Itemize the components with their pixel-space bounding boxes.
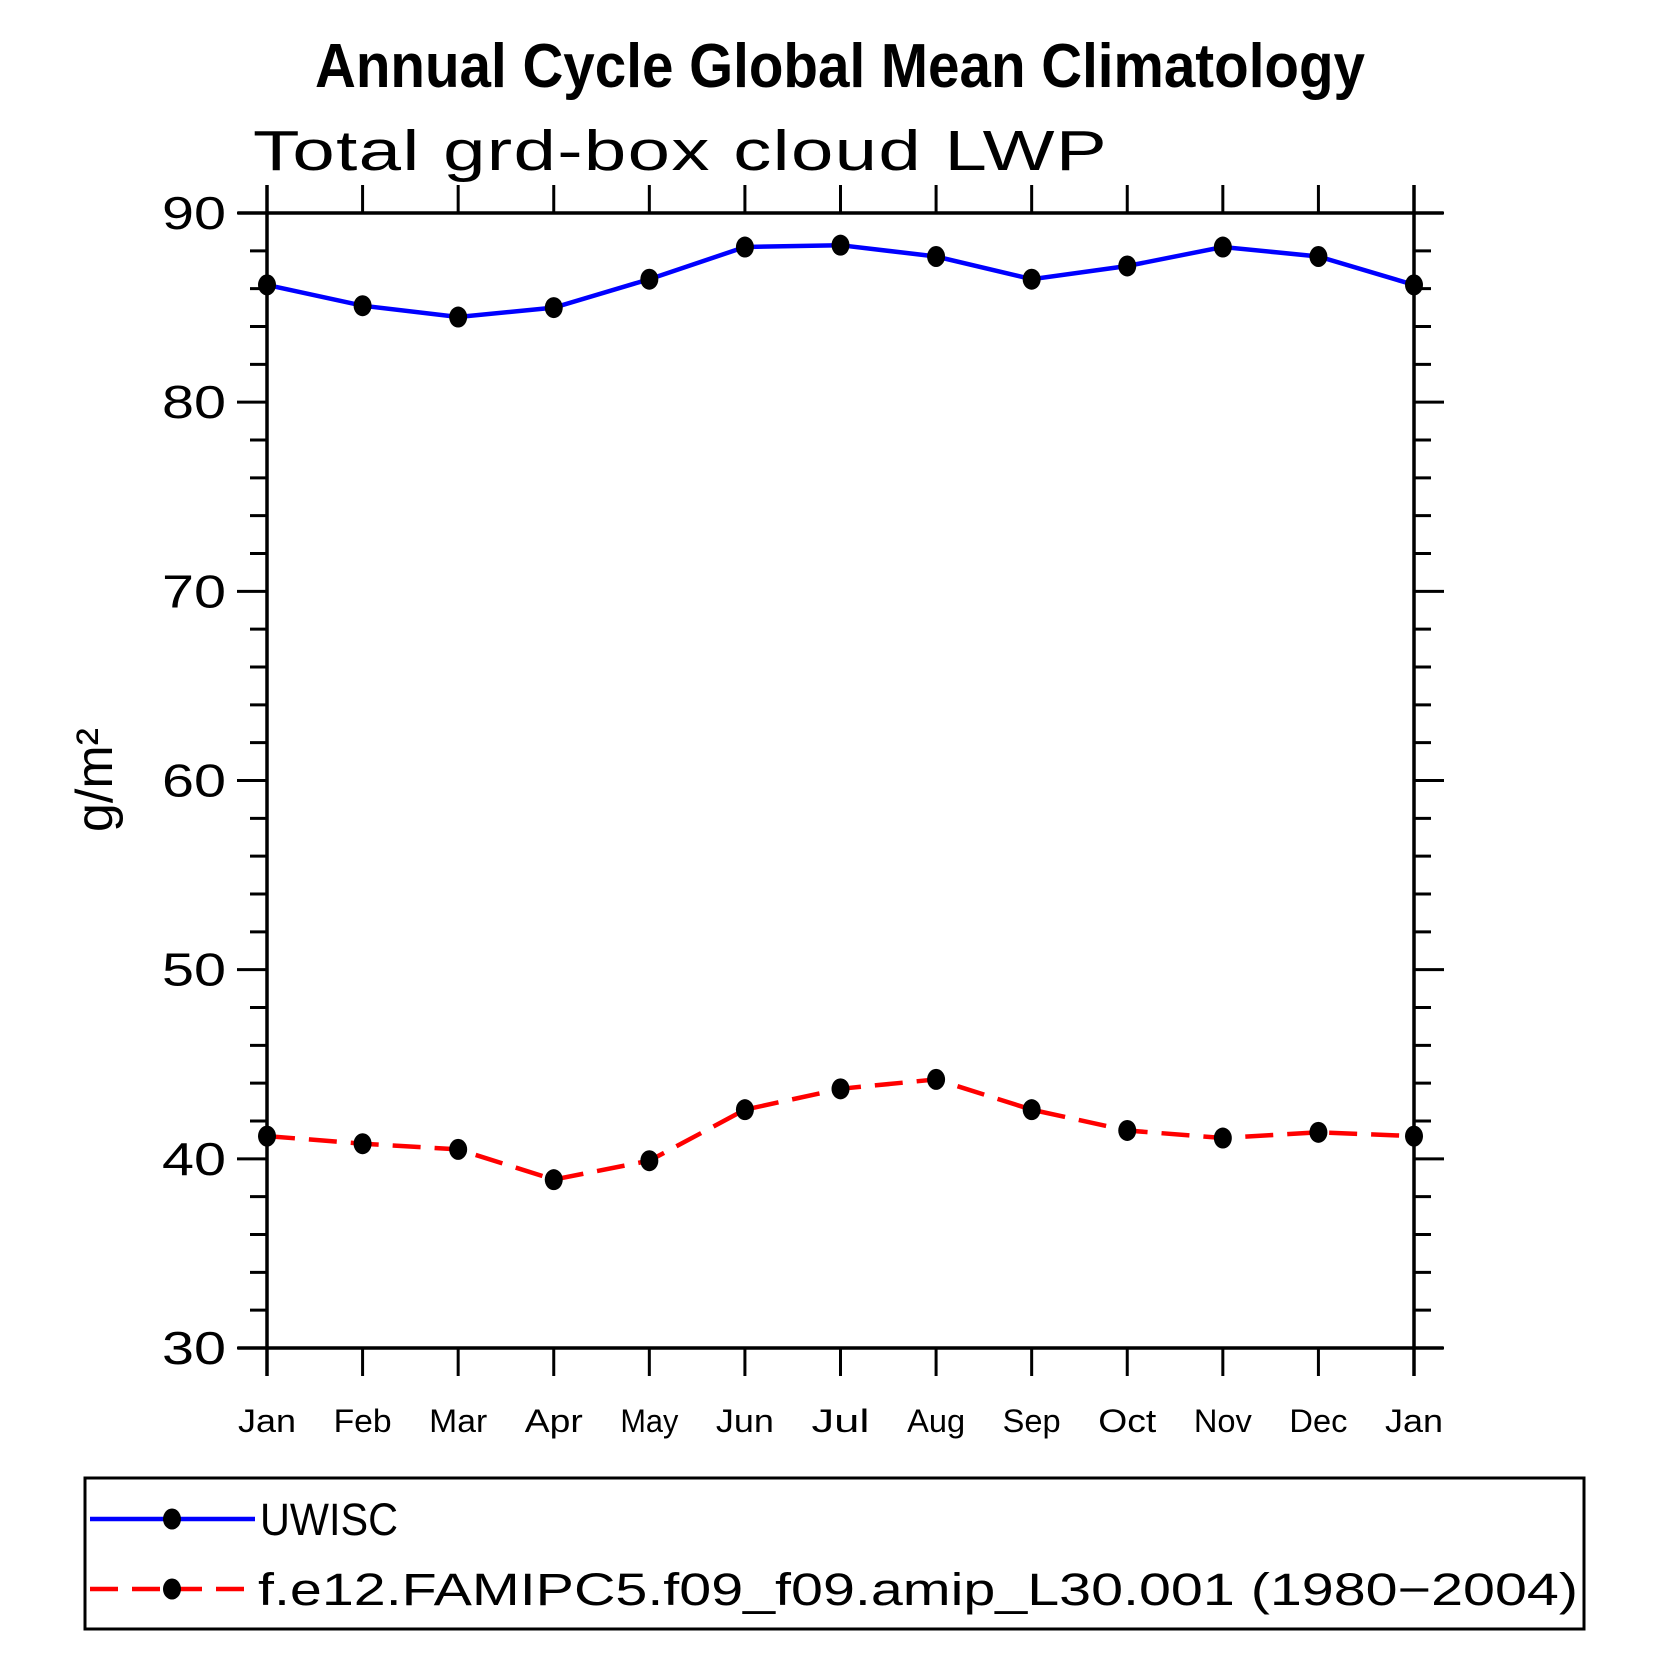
y-tick-label: 50 [162, 944, 226, 996]
legend-entry-model: f.e12.FAMIPC5.f09_f09.amip_L30.001 (1980… [90, 1564, 1578, 1615]
data-point-marker [735, 236, 754, 258]
data-point-marker [640, 1150, 659, 1172]
data-point-marker [927, 1068, 946, 1090]
x-tick-label: Jan [1385, 1403, 1443, 1439]
data-point-marker [353, 295, 372, 317]
x-tick-label: Aug [907, 1403, 965, 1439]
data-point-marker [258, 274, 276, 296]
data-point-marker [544, 1169, 563, 1191]
data-point-marker [1405, 274, 1423, 296]
y-tick-label: 90 [162, 187, 226, 239]
data-point-marker [544, 297, 563, 319]
legend-box [83, 1476, 1586, 1631]
x-tick-label: Oct [1098, 1403, 1156, 1439]
chart-title: Annual Cycle Global Mean Climatology [315, 32, 1365, 101]
legend-label-uwisc: UWISC [260, 1494, 398, 1545]
data-point-marker [1309, 1121, 1328, 1143]
data-point-marker [1213, 1127, 1232, 1149]
y-tick-label: 30 [162, 1322, 226, 1374]
plot-series [258, 234, 1423, 1191]
plot-axes: 30 40 50 60 70 80 90 Jan Feb Mar Apr May Jun Jul Aug Se… [162, 185, 1444, 1439]
legend-entry-uwisc: UWISC [90, 1494, 398, 1545]
y-tick-label: 70 [162, 565, 226, 617]
series-line-0 [266, 242, 1415, 320]
x-tick-label: Mar [429, 1403, 487, 1439]
x-tick-label: Feb [334, 1403, 392, 1439]
x-tick-label: Dec [1289, 1403, 1347, 1439]
data-point-marker [831, 234, 850, 256]
data-point-marker [640, 268, 659, 290]
chart-subtitle: Total grd-box cloud LWP [253, 119, 1108, 183]
data-point-marker [927, 246, 946, 268]
x-tick-label: Nov [1194, 1403, 1252, 1439]
x-tick-label: May [620, 1403, 678, 1439]
y-tick-label: 40 [162, 1133, 226, 1185]
data-point-marker [735, 1099, 754, 1121]
x-tick-label: Apr [525, 1403, 583, 1439]
x-tick-label: Jun [716, 1403, 774, 1439]
x-tick-label: Sep [1003, 1403, 1061, 1439]
data-point-marker [449, 306, 468, 328]
data-point-marker [1022, 268, 1041, 290]
y-tick-label: 60 [162, 755, 226, 807]
data-point-marker [449, 1138, 468, 1160]
legend-label-model: f.e12.FAMIPC5.f09_f09.amip_L30.001 (1980… [258, 1564, 1578, 1615]
x-tick-label: Jan [238, 1403, 296, 1439]
data-point-marker [1118, 1119, 1137, 1141]
y-tick-label: 80 [162, 376, 226, 428]
x-tick-label: Jul [812, 1403, 870, 1439]
data-point-marker [1213, 236, 1232, 258]
data-point-marker [831, 1078, 850, 1100]
data-point-marker [1118, 255, 1137, 277]
legend-marker-uwisc [163, 1508, 181, 1530]
data-point-marker [258, 1125, 276, 1147]
data-point-marker [1022, 1099, 1041, 1121]
legend: UWISC f.e12.FAMIPC5.f09_f09.amip_L30.001… [83, 1476, 1586, 1631]
y-axis-title: g/m² [66, 728, 124, 832]
data-point-marker [1309, 246, 1328, 268]
data-point-marker [1405, 1125, 1423, 1147]
legend-marker-model [163, 1578, 181, 1600]
data-point-marker [353, 1133, 372, 1155]
